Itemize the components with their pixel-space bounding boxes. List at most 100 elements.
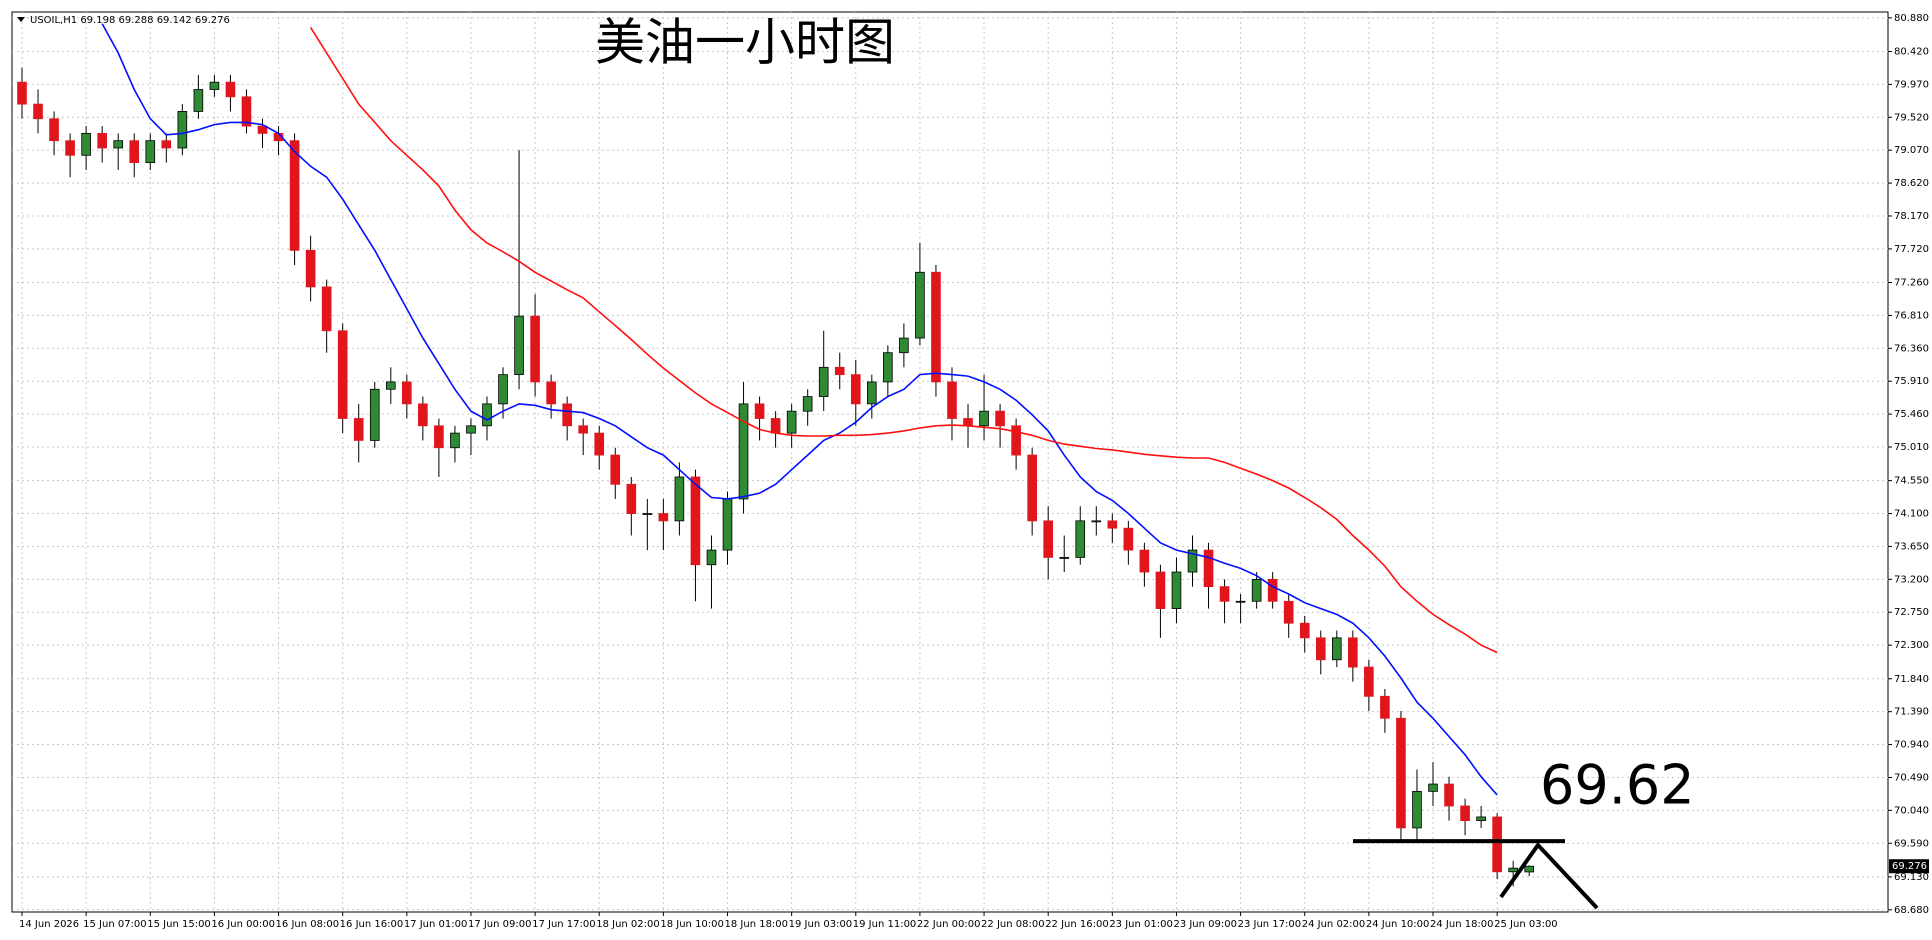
y-tick-label: 80.880 <box>1894 13 1929 24</box>
candle-body <box>369 388 380 441</box>
candle-body <box>1027 454 1037 522</box>
candle-body <box>289 140 300 251</box>
candle-body <box>482 403 492 427</box>
y-tick-label: 69.590 <box>1894 838 1929 849</box>
x-tick-label: 23 Jun 09:00 <box>1173 919 1237 930</box>
candle-body <box>1219 586 1230 602</box>
candle-body <box>241 96 252 127</box>
candle-body <box>610 454 621 485</box>
y-tick-label: 73.200 <box>1894 574 1929 585</box>
candle-body <box>1364 666 1374 697</box>
candle-body <box>17 81 27 105</box>
candle-body <box>1283 600 1294 624</box>
candle-body <box>434 425 444 449</box>
menu-icon[interactable] <box>17 17 25 22</box>
candle-body <box>1123 527 1134 551</box>
x-tick-label: 15 Jun 15:00 <box>147 919 211 930</box>
candle-body <box>883 352 893 383</box>
candle-body <box>1091 520 1102 523</box>
x-tick-label: 14 Jun 2026 <box>19 919 79 930</box>
candle-body <box>1267 578 1278 602</box>
y-tick-label: 73.650 <box>1894 541 1929 552</box>
candle-body <box>947 381 957 419</box>
candle-body <box>1251 578 1262 602</box>
x-tick-label: 22 Jun 08:00 <box>981 919 1045 930</box>
candle-body <box>738 403 749 500</box>
candle-body <box>834 366 845 376</box>
candle-body <box>562 403 572 427</box>
y-tick-label: 74.550 <box>1894 476 1929 487</box>
candle-body <box>722 498 733 551</box>
candle-body <box>1235 600 1246 603</box>
candle-body <box>1524 865 1535 873</box>
candle-body <box>385 381 396 390</box>
candle-body <box>802 396 813 412</box>
x-tick-label: 22 Jun 16:00 <box>1045 919 1109 930</box>
y-tick-label: 70.490 <box>1894 772 1929 783</box>
candle-body <box>594 432 605 456</box>
candle-body <box>626 483 637 514</box>
candle-body <box>1428 783 1438 792</box>
y-tick-label: 71.390 <box>1894 707 1929 718</box>
candle-body <box>658 513 669 522</box>
y-tick-label: 79.070 <box>1894 145 1929 156</box>
x-tick-label: 19 Jun 11:00 <box>853 919 917 930</box>
y-tick-label: 70.940 <box>1894 740 1929 751</box>
candle-body <box>1155 571 1166 609</box>
annotation-arrow <box>1499 841 1599 910</box>
candle-body <box>161 140 172 149</box>
candle-body <box>113 140 124 149</box>
y-tick-label: 79.520 <box>1894 112 1929 123</box>
candle-body <box>65 140 75 156</box>
candle-body <box>931 271 941 383</box>
candle-body <box>1043 520 1053 558</box>
x-tick-label: 18 Jun 18:00 <box>725 919 789 930</box>
x-tick-label: 18 Jun 10:00 <box>660 919 724 930</box>
candle-body <box>578 425 589 434</box>
x-tick-label: 16 Jun 00:00 <box>211 919 275 930</box>
y-tick-label: 74.100 <box>1894 509 1929 520</box>
plot-frame <box>11 11 1889 913</box>
candle-body <box>1380 695 1390 719</box>
x-tick-label: 17 Jun 09:00 <box>468 919 532 930</box>
y-tick-label: 69.130 <box>1894 872 1929 883</box>
candle-body <box>1011 425 1021 456</box>
candle-body <box>1348 637 1358 668</box>
candle-body <box>786 410 797 434</box>
candle-body <box>690 476 701 566</box>
candle-body <box>193 89 204 112</box>
chart-title: 美油一小时图 <box>595 14 895 72</box>
y-tick-label: 76.360 <box>1894 343 1929 354</box>
x-tick-label: 18 Jun 02:00 <box>596 919 660 930</box>
candle-body <box>33 103 43 120</box>
header-close: 69.276 <box>195 15 230 26</box>
candle-body <box>1460 805 1470 822</box>
y-tick-label: 77.260 <box>1894 278 1929 289</box>
candle-body <box>1331 637 1342 661</box>
candle-body <box>1508 867 1518 873</box>
y-tick-label: 78.170 <box>1894 211 1929 222</box>
candle-body <box>850 374 861 405</box>
candle-body <box>225 81 236 98</box>
candle-body <box>754 403 765 419</box>
candle-body <box>1059 557 1070 559</box>
y-tick-label: 68.680 <box>1894 905 1929 916</box>
candle-body <box>979 410 989 427</box>
candle-body <box>1139 549 1150 573</box>
y-tick-label: 72.750 <box>1894 607 1929 618</box>
candle-body <box>1396 717 1406 829</box>
y-tick-label: 75.010 <box>1894 442 1929 453</box>
header-high: 69.288 <box>119 15 154 26</box>
candle-body <box>706 549 717 566</box>
x-tick-label: 16 Jun 08:00 <box>276 919 340 930</box>
y-tick-label: 79.970 <box>1894 79 1929 90</box>
price-tag <box>1889 859 1929 874</box>
x-tick-label: 19 Jun 03:00 <box>789 919 853 930</box>
moving-average <box>309 26 1498 654</box>
candle-body <box>674 476 685 522</box>
candle-body <box>1492 816 1502 873</box>
candle-body <box>1203 549 1214 588</box>
candle-body <box>1075 520 1086 558</box>
candle-body <box>1299 622 1310 639</box>
